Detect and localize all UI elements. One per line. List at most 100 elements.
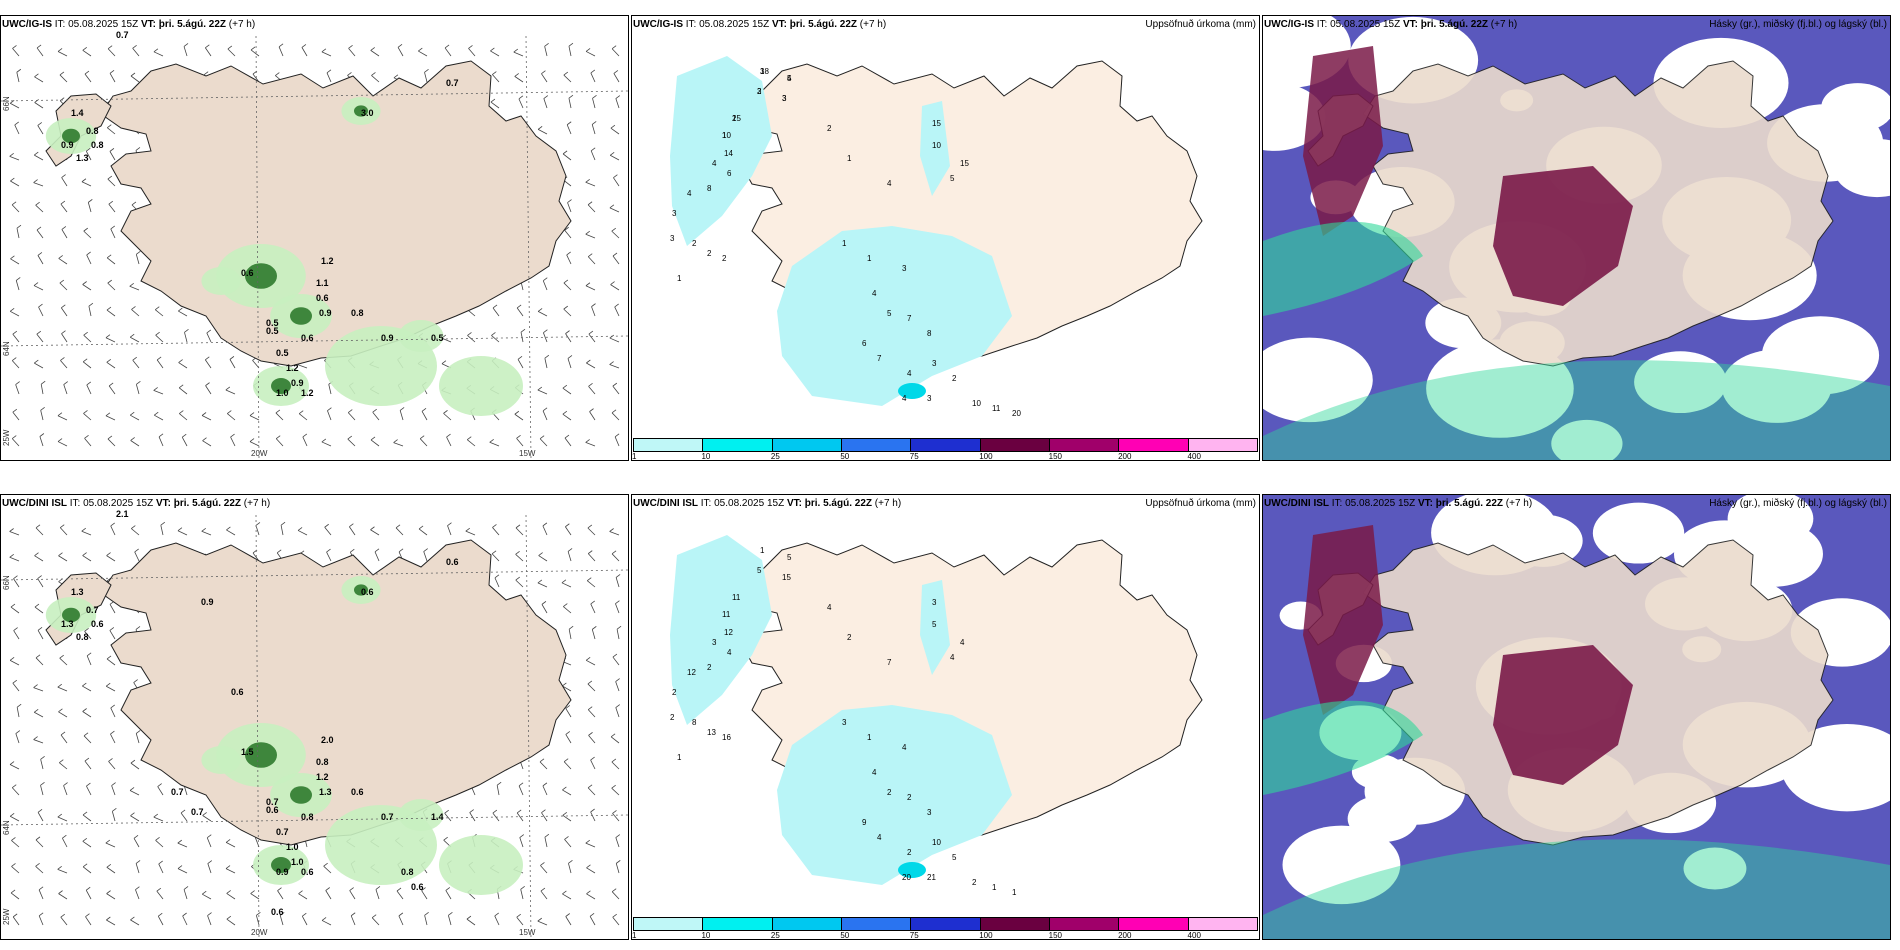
precip-value-label: 8 <box>927 329 932 338</box>
precip-core <box>354 584 368 596</box>
precip-value-label: 15 <box>732 114 741 123</box>
precip-value-label: 2 <box>757 87 762 96</box>
precip-value-label: 1.4 <box>71 108 84 118</box>
precip-value-label: 0.7 <box>86 605 99 615</box>
precip-map[interactable]: 1551511111234221228131614235474314422394… <box>632 495 1259 939</box>
panel-header: UWC/IG-IS IT: 05.08.2025 15Z VT: þri. 5.… <box>1264 19 1518 30</box>
precip-value-label: 0.5 <box>431 333 444 343</box>
precip-value-label: 10 <box>932 838 941 847</box>
precip-value-label: 0.6 <box>316 293 329 303</box>
precip-patch <box>439 356 523 416</box>
precip-value-label: 7 <box>907 314 912 323</box>
precip-max <box>898 383 926 399</box>
precip-value-label: 21 <box>927 873 936 882</box>
precip-value-label: 8 <box>707 184 712 193</box>
precip-core <box>271 378 291 394</box>
precip-value-label: 4 <box>960 638 965 647</box>
panel-header: UWC/DINI ISL IT: 05.08.2025 15Z VT: þri.… <box>633 498 902 509</box>
precip-value-label: 0.7 <box>266 797 279 807</box>
precip-value-label: 5 <box>757 566 762 575</box>
colorbar-label: 200 <box>1118 931 1132 940</box>
precip-core <box>245 263 277 289</box>
precip-value-label: 2 <box>672 688 677 697</box>
precip-max <box>898 862 926 878</box>
cloud-map[interactable] <box>1263 495 1890 939</box>
lat-lon-grid <box>1 514 628 939</box>
precip-value-label: 0.9 <box>319 308 332 318</box>
precip-value-label: 4 <box>687 189 692 198</box>
colorbar-swatch <box>703 439 773 451</box>
precip-value-label: 4 <box>712 159 717 168</box>
colorbar-swatch <box>703 918 773 930</box>
colorbar-label: 25 <box>770 931 780 940</box>
colorbar-swatch <box>1049 918 1120 930</box>
precip-value-label: 2.1 <box>116 509 129 519</box>
precip-value-label: 1.0 <box>291 857 304 867</box>
precip-value-label: 3 <box>672 209 677 218</box>
lon-label-15: 15W <box>519 449 536 458</box>
precip-value-label: 10 <box>972 399 981 408</box>
precip-value-label: 0.9 <box>381 333 394 343</box>
precip-value-label: 4 <box>872 289 877 298</box>
precip-value-label: 0.6 <box>241 268 254 278</box>
precip-value-label: 2 <box>670 713 675 722</box>
precip-value-label: 1 <box>677 274 682 283</box>
cloud-free-area <box>1761 316 1880 395</box>
cloud-free-area <box>1683 847 1747 890</box>
precip-value-label: 1.3 <box>61 619 74 629</box>
precip-value-label: 0.6 <box>351 787 364 797</box>
precip-panel-top: UWC/IG-IS IT: 05.08.2025 15Z VT: þri. 5.… <box>631 15 1260 461</box>
precip-value-label: 4 <box>887 179 892 188</box>
precip-value-label: 8 <box>692 718 697 727</box>
precip-value-label: 1 <box>1012 888 1017 897</box>
colorbar-swatch <box>772 439 842 451</box>
precip-value-label: 3 <box>712 638 717 647</box>
precip-value-label: 2 <box>972 878 977 887</box>
precip-value-label: 0.9 <box>291 378 304 388</box>
colorbar-label: 400 <box>1187 452 1201 461</box>
colorbar-label: 75 <box>909 452 919 461</box>
cloud-map[interactable] <box>1263 16 1890 460</box>
precip-map[interactable]: 3533151014468343222121151054151134578674… <box>632 16 1259 460</box>
precip-value-label: 6 <box>862 339 867 348</box>
cloud-title: Hásky (gr.), miðský (fj.bl.) og lágský (… <box>1709 19 1887 30</box>
precip-value-label: 0.8 <box>301 812 314 822</box>
cloud-free-area <box>1282 825 1401 905</box>
high-cloud-area <box>1493 645 1633 785</box>
precip-value-label: 20 <box>902 873 911 882</box>
colorbar-label: 25 <box>770 452 780 461</box>
colorbar-label: 400 <box>1187 931 1201 940</box>
precip-value-label: 4 <box>902 394 907 403</box>
precip-value-label: 3 <box>927 394 932 403</box>
precip-value-label: 5 <box>787 553 792 562</box>
precip-core <box>245 742 277 768</box>
precip-value-label: 3 <box>932 598 937 607</box>
cloud-free-area <box>1263 337 1373 423</box>
colorbar-label: 50 <box>840 931 850 940</box>
precip-title: Uppsöfnuð úrkoma (mm) <box>1145 498 1256 509</box>
cloud-panel-top: UWC/IG-IS IT: 05.08.2025 15Z VT: þri. 5.… <box>1262 15 1891 461</box>
colorbar-swatch <box>841 918 912 930</box>
precip-value-label: 3 <box>902 264 907 273</box>
precip-value-label: 11 <box>722 610 731 619</box>
lon-label-15: 15W <box>519 928 536 937</box>
colorbar-swatch <box>1049 439 1120 451</box>
precip-value-label: 4 <box>827 603 832 612</box>
precip-value-label: 2.0 <box>321 735 334 745</box>
precip-value-label: 9 <box>862 818 867 827</box>
precip-value-label: 3.0 <box>361 108 374 118</box>
precip-value-label: 14 <box>724 149 733 158</box>
colorbar-label: 10 <box>701 931 711 940</box>
precip-value-label: 13 <box>707 728 716 737</box>
precip-value-label: 3 <box>760 67 765 76</box>
precip-value-label: 3 <box>927 808 932 817</box>
panel-header: UWC/IG-IS IT: 05.08.2025 15Z VT: þri. 5.… <box>2 19 256 30</box>
precip-value-label: 2 <box>707 249 712 258</box>
precip-value-label: 0.8 <box>86 126 99 136</box>
precip-value-label: 1.2 <box>316 772 329 782</box>
precip-value-label: 2 <box>722 254 727 263</box>
wind-panel-top: UWC/IG-IS IT: 05.08.2025 15Z VT: þri. 5.… <box>0 15 629 461</box>
precip-value-label: 0.6 <box>301 867 314 877</box>
